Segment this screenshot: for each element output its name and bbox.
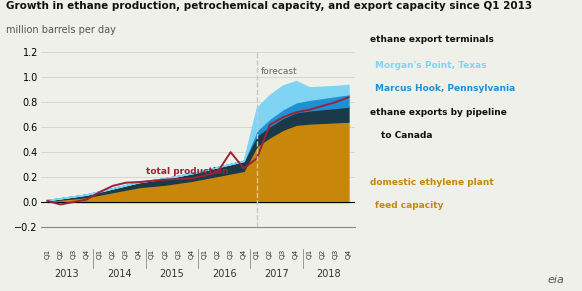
Text: Q2: Q2 [267,249,273,259]
Text: Q1: Q1 [201,249,207,259]
Text: Q4: Q4 [346,249,352,259]
Text: Q3: Q3 [228,249,233,259]
Text: Q4: Q4 [136,249,142,259]
Text: Q4: Q4 [84,249,90,259]
Text: Q2: Q2 [58,249,63,259]
Text: Q4: Q4 [189,249,194,259]
Text: Q2: Q2 [320,249,325,259]
Text: million barrels per day: million barrels per day [6,25,116,35]
Text: 2014: 2014 [107,269,132,279]
Text: 2016: 2016 [212,269,236,279]
Text: Q1: Q1 [149,249,155,259]
Text: forecast: forecast [261,67,297,76]
Text: Q3: Q3 [123,249,129,259]
Text: total production: total production [146,167,228,176]
Text: Q3: Q3 [332,249,338,259]
Text: Q2: Q2 [162,249,168,259]
Text: Q3: Q3 [280,249,286,259]
Text: Q3: Q3 [175,249,181,259]
Text: feed capacity: feed capacity [375,201,444,210]
Text: Q2: Q2 [110,249,116,259]
Text: Q1: Q1 [254,249,260,259]
Text: Q4: Q4 [241,249,247,259]
Text: Morgan's Point, Texas: Morgan's Point, Texas [375,61,487,70]
Text: Q4: Q4 [293,249,299,259]
Text: ethane export terminals: ethane export terminals [370,35,494,44]
Text: Q3: Q3 [70,249,76,259]
Text: to Canada: to Canada [381,131,432,140]
Text: Q2: Q2 [215,249,221,259]
Text: ethane exports by pipeline: ethane exports by pipeline [370,108,506,117]
Text: 2013: 2013 [55,269,79,279]
Text: Marcus Hook, Pennsylvania: Marcus Hook, Pennsylvania [375,84,516,93]
Text: Growth in ethane production, petrochemical capacity, and export capacity since Q: Growth in ethane production, petrochemic… [6,1,532,11]
Text: eia: eia [548,275,565,285]
Text: 2017: 2017 [264,269,289,279]
Text: Q1: Q1 [44,249,50,259]
Text: domestic ethylene plant: domestic ethylene plant [370,178,494,187]
Text: 2015: 2015 [159,269,184,279]
Text: 2018: 2018 [317,269,341,279]
Text: Q1: Q1 [97,249,102,259]
Text: Q1: Q1 [306,249,312,259]
